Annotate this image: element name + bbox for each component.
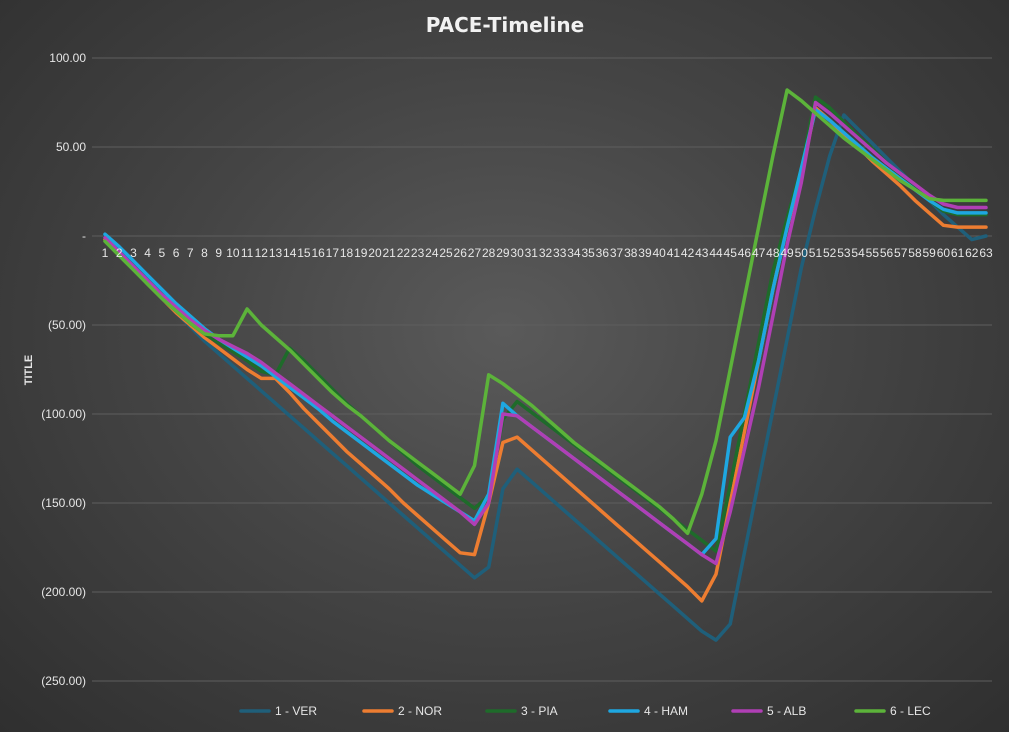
x-tick-label: 46: [738, 246, 752, 260]
x-tick-label: 63: [979, 246, 993, 260]
y-tick-label: (250.00): [41, 674, 86, 688]
x-tick-label: 37: [610, 246, 624, 260]
x-tick-label: 11: [241, 246, 254, 260]
legend-label: 4 - HAM: [644, 704, 688, 718]
x-tick-label: 61: [951, 246, 965, 260]
legend-label: 1 - VER: [275, 704, 317, 718]
legend-label: 6 - LEC: [890, 704, 931, 718]
y-tick-labels: 100.00 50.00 - (50.00) (100.00) (150.00) (200.…: [41, 51, 86, 688]
x-tick-label: 13: [269, 246, 283, 260]
x-tick-label: 28: [482, 246, 496, 260]
x-tick-label: 38: [624, 246, 638, 260]
x-tick-label: 7: [187, 246, 194, 260]
x-tick-label: 21: [383, 246, 397, 260]
x-tick-label: 44: [709, 246, 723, 260]
x-tick-labels: 1 2 3 4 5 6 7 8 9 10 11 12 13 14 15 16 17 18 19 20 21 22 23 24 2…: [102, 246, 993, 260]
x-tick-label: 43: [695, 246, 709, 260]
series-lines: [103, 88, 988, 642]
x-tick-label: 41: [667, 246, 681, 260]
x-tick-label: 60: [937, 246, 951, 260]
series-line: [103, 88, 988, 536]
x-tick-label: 24: [425, 246, 439, 260]
x-tick-label: 17: [326, 246, 340, 260]
series-line: [103, 100, 988, 566]
x-tick-label: 10: [226, 246, 240, 260]
y-axis-label: TITLE: [23, 355, 35, 386]
series-line: [103, 107, 988, 557]
x-tick-label: 25: [439, 246, 453, 260]
y-tick-label: (200.00): [41, 585, 86, 599]
x-tick-label: 34: [567, 246, 581, 260]
legend-label: 3 - PIA: [521, 704, 558, 718]
x-tick-label: 14: [283, 246, 297, 260]
x-tick-label: 32: [539, 246, 553, 260]
x-tick-label: 8: [201, 246, 208, 260]
x-tick-label: 49: [780, 246, 794, 260]
x-tick-label: 27: [468, 246, 482, 260]
x-tick-label: 22: [397, 246, 411, 260]
x-tick-label: 56: [880, 246, 894, 260]
x-tick-label: 26: [454, 246, 468, 260]
x-tick-label: 4: [144, 246, 151, 260]
x-tick-label: 6: [173, 246, 180, 260]
x-tick-label: 58: [908, 246, 922, 260]
x-tick-label: 19: [354, 246, 368, 260]
x-tick-label: 42: [681, 246, 695, 260]
x-tick-label: 55: [866, 246, 880, 260]
x-tick-label: 53: [837, 246, 851, 260]
x-tick-label: 29: [496, 246, 510, 260]
x-tick-label: 20: [368, 246, 382, 260]
x-tick-label: 9: [215, 246, 222, 260]
x-tick-label: 5: [158, 246, 165, 260]
x-tick-label: 39: [638, 246, 652, 260]
x-tick-label: 50: [795, 246, 809, 260]
y-tick-label: (100.00): [41, 407, 86, 421]
legend-label: 2 - NOR: [398, 704, 442, 718]
x-tick-label: 30: [510, 246, 524, 260]
x-tick-label: 52: [823, 246, 837, 260]
x-tick-label: 1: [102, 246, 109, 260]
y-tick-label: (150.00): [41, 496, 86, 510]
x-tick-label: 35: [581, 246, 595, 260]
x-tick-label: 2: [116, 246, 123, 260]
x-tick-label: 47: [752, 246, 766, 260]
y-tick-label: (50.00): [48, 318, 86, 332]
series-line: [103, 95, 988, 553]
x-tick-label: 62: [965, 246, 979, 260]
y-tick-label: 50.00: [56, 140, 86, 154]
x-tick-label: 16: [311, 246, 325, 260]
legend: 1 - VER 2 - NOR 3 - PIA 4 - HAM 5 - ALB 6 - L…: [239, 704, 931, 718]
x-tick-label: 18: [340, 246, 354, 260]
x-tick-label: 54: [851, 246, 865, 260]
y-tick-label: -: [82, 229, 86, 243]
x-tick-label: 36: [596, 246, 610, 260]
x-tick-label: 51: [809, 246, 823, 260]
x-tick-label: 45: [724, 246, 738, 260]
x-tick-label: 57: [894, 246, 908, 260]
x-tick-label: 48: [766, 246, 780, 260]
x-tick-label: 3: [130, 246, 137, 260]
gridlines: [92, 57, 992, 682]
x-tick-label: 31: [525, 246, 539, 260]
x-tick-label: 40: [652, 246, 666, 260]
series-line: [103, 113, 988, 642]
x-tick-label: 59: [922, 246, 936, 260]
legend-label: 5 - ALB: [767, 704, 806, 718]
x-tick-label: 23: [411, 246, 425, 260]
x-tick-label: 15: [297, 246, 311, 260]
y-tick-label: 100.00: [49, 51, 86, 65]
chart-title: PACE-Timeline: [426, 13, 584, 37]
x-tick-label: 12: [255, 246, 269, 260]
x-tick-label: 33: [553, 246, 567, 260]
